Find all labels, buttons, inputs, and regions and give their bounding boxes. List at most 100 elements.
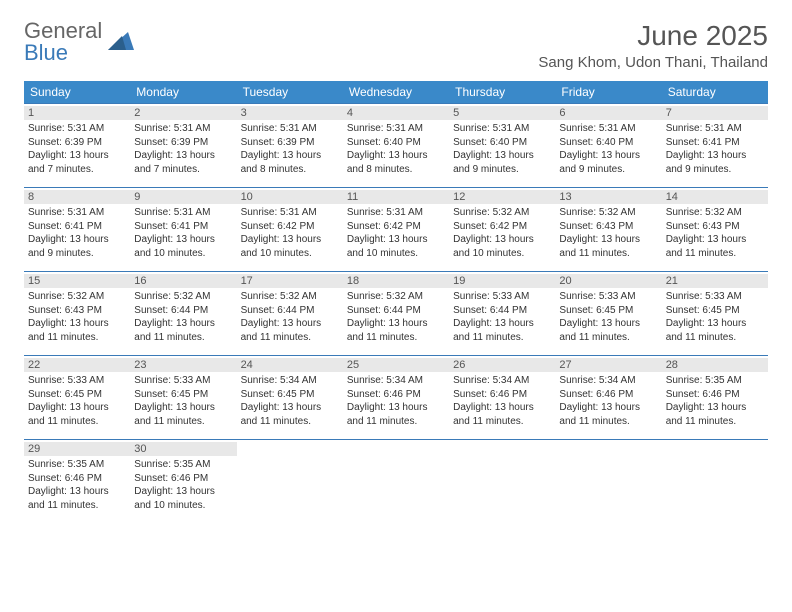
calendar-day-cell: 16Sunrise: 5:32 AMSunset: 6:44 PMDayligh… — [130, 272, 236, 356]
brand-triangle-icon — [108, 30, 134, 54]
day-detail-line: and 10 minutes. — [347, 247, 445, 261]
calendar-empty-cell — [555, 440, 661, 524]
day-detail-line: and 7 minutes. — [134, 163, 232, 177]
day-number: 27 — [555, 358, 661, 372]
day-detail-line: Sunset: 6:44 PM — [134, 304, 232, 318]
calendar-day-cell: 15Sunrise: 5:32 AMSunset: 6:43 PMDayligh… — [24, 272, 130, 356]
day-number: 20 — [555, 274, 661, 288]
calendar-day-cell: 21 Sunrise: 5:33 AMSunset: 6:45 PMDayligh… — [662, 272, 768, 356]
title-block: June 2025 Sang Khom, Udon Thani, Thailan… — [538, 20, 768, 71]
calendar-day-cell: 28Sunrise: 5:35 AMSunset: 6:46 PMDayligh… — [662, 356, 768, 440]
day-detail-line: Daylight: 13 hours — [134, 317, 232, 331]
day-detail-line: Sunrise: 5:31 AM — [453, 122, 551, 136]
day-detail-line: and 9 minutes. — [666, 163, 764, 177]
day-detail-line: Daylight: 13 hours — [241, 233, 339, 247]
day-number: 9 — [130, 190, 236, 204]
day-detail-line: Sunrise: 5:32 AM — [666, 206, 764, 220]
day-detail-line: Sunrise: 5:33 AM — [28, 374, 126, 388]
calendar-day-cell: 18Sunrise: 5:32 AMSunset: 6:44 PMDayligh… — [343, 272, 449, 356]
calendar-day-cell: 6Sunrise: 5:31 AMSunset: 6:40 PMDaylight… — [555, 104, 661, 188]
day-detail-line: Sunrise: 5:33 AM — [134, 374, 232, 388]
day-detail-line: and 11 minutes. — [347, 331, 445, 345]
day-detail-line: Sunrise: 5:32 AM — [134, 290, 232, 304]
brand-logo: General Blue — [24, 20, 134, 64]
day-number: 23 — [130, 358, 236, 372]
day-number: 4 — [343, 106, 449, 120]
day-detail-line: Sunrise: 5:31 AM — [559, 122, 657, 136]
day-detail-line: Daylight: 13 hours — [134, 233, 232, 247]
day-number: 14 — [662, 190, 768, 204]
day-detail-line: Sunset: 6:39 PM — [241, 136, 339, 150]
weekday-header: Saturday — [662, 81, 768, 104]
day-detail-line: Sunrise: 5:31 AM — [28, 122, 126, 136]
day-detail-line: Daylight: 13 hours — [134, 149, 232, 163]
day-detail-line: Sunset: 6:42 PM — [453, 220, 551, 234]
day-number: 2 — [130, 106, 236, 120]
calendar-week-row: 8Sunrise: 5:31 AMSunset: 6:41 PMDaylight… — [24, 188, 768, 272]
day-detail-line: Sunrise: 5:32 AM — [241, 290, 339, 304]
calendar-day-cell: 11Sunrise: 5:31 AMSunset: 6:42 PMDayligh… — [343, 188, 449, 272]
day-detail-line: Sunset: 6:45 PM — [666, 304, 764, 318]
calendar-day-cell: 14Sunrise: 5:32 AMSunset: 6:43 PMDayligh… — [662, 188, 768, 272]
calendar-day-cell: 24Sunrise: 5:34 AMSunset: 6:45 PMDayligh… — [237, 356, 343, 440]
day-number: 6 — [555, 106, 661, 120]
day-detail-line: Daylight: 13 hours — [666, 317, 764, 331]
day-detail-line: Sunset: 6:41 PM — [666, 136, 764, 150]
day-number: 3 — [237, 106, 343, 120]
day-detail-line: Sunrise: 5:33 AM — [453, 290, 551, 304]
day-number: 29 — [24, 442, 130, 456]
calendar-day-cell: 29Sunrise: 5:35 AMSunset: 6:46 PMDayligh… — [24, 440, 130, 524]
day-detail-line: Sunset: 6:46 PM — [347, 388, 445, 402]
brand-part2: Blue — [24, 40, 68, 65]
day-detail-line: and 11 minutes. — [559, 331, 657, 345]
calendar-week-row: 15Sunrise: 5:32 AMSunset: 6:43 PMDayligh… — [24, 272, 768, 356]
calendar-body: 1 Sunrise: 5:31 AM Sunset: 6:39 PM Daylight… — [24, 104, 768, 524]
calendar-day-cell: 7Sunrise: 5:31 AMSunset: 6:41 PMDaylight… — [662, 104, 768, 188]
day-detail-line: and 11 minutes. — [28, 331, 126, 345]
day-number: 10 — [237, 190, 343, 204]
location: Sang Khom, Udon Thani, Thailand — [538, 54, 768, 71]
calendar-day-cell: 5Sunrise: 5:31 AMSunset: 6:40 PMDaylight… — [449, 104, 555, 188]
day-detail-line: and 11 minutes. — [28, 415, 126, 429]
day-detail-line: Sunrise: 5:31 AM — [134, 206, 232, 220]
day-detail-line: and 11 minutes. — [666, 331, 764, 345]
calendar-empty-cell — [237, 440, 343, 524]
day-detail-line: Sunrise: 5:31 AM — [666, 122, 764, 136]
calendar-day-cell: 25Sunrise: 5:34 AMSunset: 6:46 PMDayligh… — [343, 356, 449, 440]
day-number: 21 — [662, 274, 768, 288]
day-detail-line: and 10 minutes. — [134, 499, 232, 513]
day-number: 13 — [555, 190, 661, 204]
calendar-week-row: 22Sunrise: 5:33 AMSunset: 6:45 PMDayligh… — [24, 356, 768, 440]
day-number: 15 — [24, 274, 130, 288]
day-detail-line: Sunrise: 5:35 AM — [666, 374, 764, 388]
day-detail-line: Sunrise: 5:31 AM — [28, 206, 126, 220]
day-detail-line: Daylight: 13 hours — [241, 401, 339, 415]
day-number: 17 — [237, 274, 343, 288]
calendar-day-cell: 27Sunrise: 5:34 AMSunset: 6:46 PMDayligh… — [555, 356, 661, 440]
day-detail-line: Daylight: 13 hours — [453, 401, 551, 415]
day-detail-line: Daylight: 13 hours — [559, 401, 657, 415]
day-detail-line: and 10 minutes. — [453, 247, 551, 261]
day-detail-line: Daylight: 13 hours — [134, 401, 232, 415]
calendar-day-cell: 13Sunrise: 5:32 AMSunset: 6:43 PMDayligh… — [555, 188, 661, 272]
calendar-table: SundayMondayTuesdayWednesdayThursdayFrid… — [24, 81, 768, 524]
day-detail-line: Sunset: 6:44 PM — [453, 304, 551, 318]
weekday-header: Wednesday — [343, 81, 449, 104]
day-detail-line: Daylight: 13 hours — [453, 233, 551, 247]
calendar-day-cell: 30Sunrise: 5:35 AMSunset: 6:46 PMDayligh… — [130, 440, 236, 524]
day-detail-line: Sunset: 6:41 PM — [28, 220, 126, 234]
day-detail-line: Sunrise: 5:33 AM — [666, 290, 764, 304]
day-detail-line: Daylight: 13 hours — [559, 233, 657, 247]
day-number: 1 — [24, 106, 130, 120]
day-detail-line: Daylight: 13 hours — [559, 317, 657, 331]
day-detail-line: Sunset: 6:40 PM — [559, 136, 657, 150]
day-detail-line: Sunrise: 5:35 AM — [134, 458, 232, 472]
day-detail-line: Sunset: 6:42 PM — [347, 220, 445, 234]
day-number: 5 — [449, 106, 555, 120]
day-detail-line: and 11 minutes. — [559, 247, 657, 261]
calendar-day-cell: 2Sunrise: 5:31 AMSunset: 6:39 PMDaylight… — [130, 104, 236, 188]
calendar-day-cell: 1Sunrise: 5:31 AMSunset: 6:39 PMDaylight… — [24, 104, 130, 188]
day-detail-line: Daylight: 13 hours — [28, 485, 126, 499]
day-detail-line: Sunset: 6:46 PM — [559, 388, 657, 402]
day-detail-line: Sunrise: 5:34 AM — [453, 374, 551, 388]
